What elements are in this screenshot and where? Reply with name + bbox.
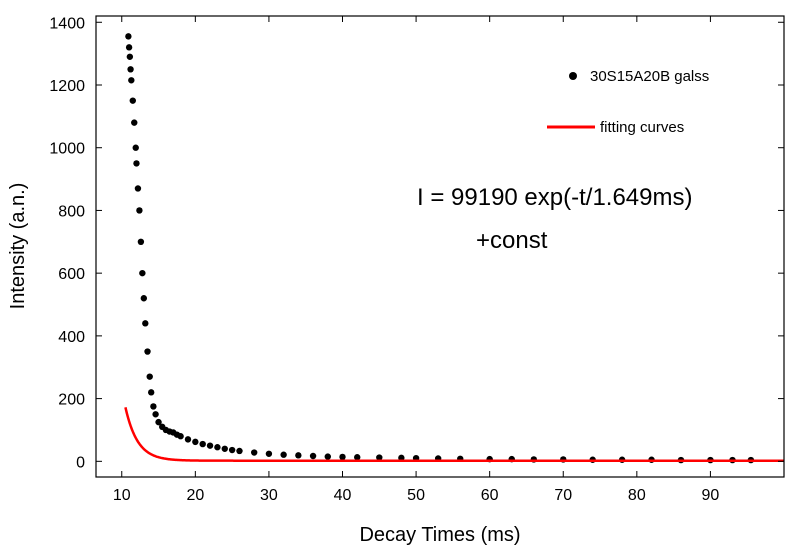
x-tick-label: 90: [702, 487, 720, 504]
y-tick-label: 1400: [49, 15, 85, 32]
x-tick-label: 70: [554, 487, 572, 504]
plot-area: [96, 16, 784, 477]
y-tick-label: 600: [58, 266, 85, 283]
data-point: [137, 238, 145, 245]
data-point: [228, 446, 236, 454]
data-point: [140, 295, 148, 302]
legend-scatter-marker: [569, 72, 577, 80]
x-tick-label: 10: [113, 487, 131, 504]
data-point: [147, 389, 155, 396]
data-point: [280, 451, 287, 458]
data-point: [251, 449, 258, 456]
y-axis-label: Intensity (a.n.): [7, 183, 29, 310]
y-tick-label: 1200: [49, 78, 85, 95]
x-tick-label: 50: [407, 487, 425, 504]
data-point: [125, 33, 132, 40]
data-point: [129, 97, 136, 104]
y-tick-label: 400: [58, 329, 85, 346]
data-point: [142, 320, 149, 327]
data-point: [134, 185, 142, 192]
data-point: [192, 438, 199, 446]
x-tick-label: 80: [628, 487, 646, 504]
data-point: [295, 452, 302, 459]
data-point: [324, 453, 331, 460]
data-point: [150, 403, 157, 410]
x-tick-label: 40: [334, 487, 352, 504]
data-point: [206, 442, 214, 449]
x-tick-label: 60: [481, 487, 499, 504]
legend-label-scatter: 30S15A20B galss: [590, 68, 709, 85]
data-point: [152, 411, 159, 418]
data-point: [125, 44, 133, 51]
legend: 30S15A20B galss fitting curves: [547, 68, 709, 136]
data-point: [127, 66, 134, 73]
data-point: [139, 269, 146, 277]
data-point: [126, 53, 134, 60]
data-point: [354, 454, 361, 461]
data-point: [132, 144, 139, 151]
data-point: [144, 348, 151, 355]
fit-equation-const: +const: [476, 227, 548, 254]
plot-frame: [95, 15, 785, 478]
data-point: [339, 453, 346, 461]
data-point: [309, 452, 317, 460]
data-point: [177, 433, 184, 440]
data-point: [265, 450, 273, 457]
data-point: [236, 447, 243, 455]
data-point: [155, 418, 162, 426]
y-tick-label: 0: [76, 454, 85, 471]
data-point: [133, 160, 140, 167]
data-point: [128, 77, 135, 84]
x-tick-label: 30: [260, 487, 278, 504]
y-tick-label: 1000: [49, 141, 85, 158]
fit-equation: I = 99190 exp(-t/1.649ms): [417, 184, 692, 211]
x-tick-label: 20: [186, 487, 204, 504]
data-point: [376, 454, 383, 461]
data-point: [221, 445, 228, 452]
legend-label-fit: fitting curves: [600, 119, 684, 136]
x-axis-label: Decay Times (ms): [359, 524, 520, 546]
data-point: [184, 436, 192, 443]
data-point: [214, 444, 221, 451]
data-point: [136, 207, 143, 214]
y-tick-label: 200: [58, 392, 85, 409]
data-point: [131, 119, 138, 126]
y-tick-label: 800: [58, 203, 85, 220]
data-point: [146, 373, 153, 380]
data-point: [199, 440, 206, 448]
fit-curve: [124, 407, 784, 462]
